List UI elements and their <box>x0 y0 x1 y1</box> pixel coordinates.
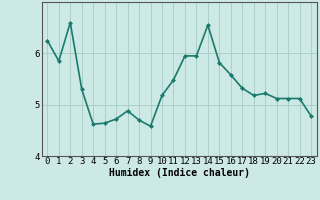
X-axis label: Humidex (Indice chaleur): Humidex (Indice chaleur) <box>109 168 250 178</box>
